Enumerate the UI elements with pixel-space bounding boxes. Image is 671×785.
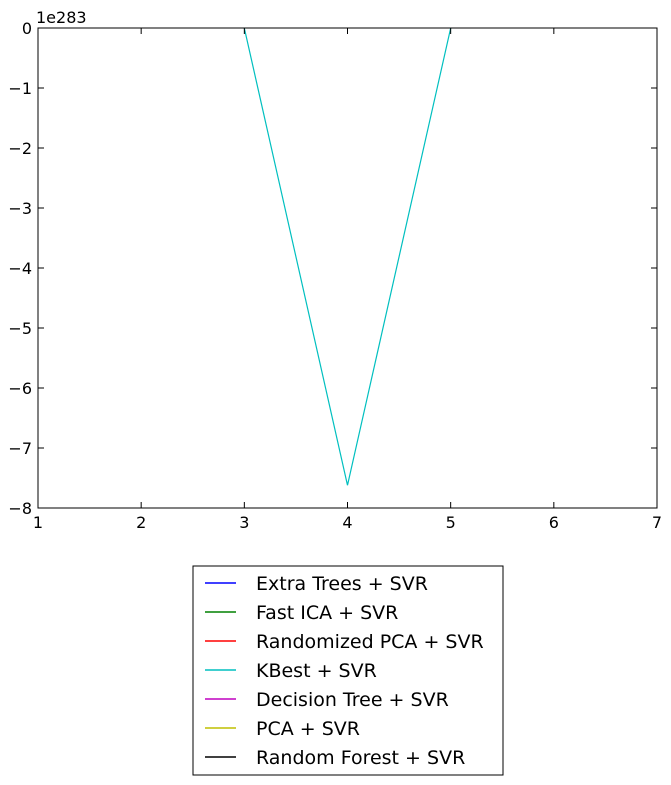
y-tick-label: −4	[8, 259, 32, 278]
legend-label: Randomized PCA + SVR	[256, 631, 484, 653]
x-tick-label: 4	[342, 513, 352, 532]
series-line	[243, 27, 452, 486]
x-tick-label: 5	[446, 513, 456, 532]
y-tick-label: 0	[22, 19, 32, 38]
legend-label: KBest + SVR	[256, 660, 377, 682]
legend: Extra Trees + SVR Fast ICA + SVR Randomize…	[192, 565, 504, 776]
y-axis-offset-label: 1e283	[36, 8, 87, 27]
legend-label: Random Forest + SVR	[256, 747, 465, 769]
y-tick-label: −2	[8, 139, 32, 158]
y-tick-label: −3	[8, 199, 32, 218]
y-tick-label: −1	[8, 79, 32, 98]
x-tick-label: 7	[652, 513, 662, 532]
legend-label: PCA + SVR	[256, 718, 360, 740]
x-tick-label: 2	[136, 513, 146, 532]
legend-frame	[192, 565, 504, 776]
plot-area	[243, 27, 452, 486]
y-tick-label: −8	[8, 499, 32, 518]
legend-label: Fast ICA + SVR	[256, 602, 398, 624]
x-tick-label: 6	[549, 513, 559, 532]
x-tick-label: 1	[33, 513, 43, 532]
axis-ticks: 1 2 3 4 5 6 7 0 −1 −2 −3 −4 −5 −6 −7 −8	[8, 19, 662, 532]
legend-label: Decision Tree + SVR	[256, 689, 449, 711]
plot-frame	[37, 27, 658, 509]
x-tick-label: 3	[239, 513, 249, 532]
legend-label: Extra Trees + SVR	[256, 573, 428, 595]
y-tick-label: −6	[8, 379, 32, 398]
y-tick-label: −5	[8, 319, 32, 338]
y-tick-label: −7	[8, 439, 32, 458]
